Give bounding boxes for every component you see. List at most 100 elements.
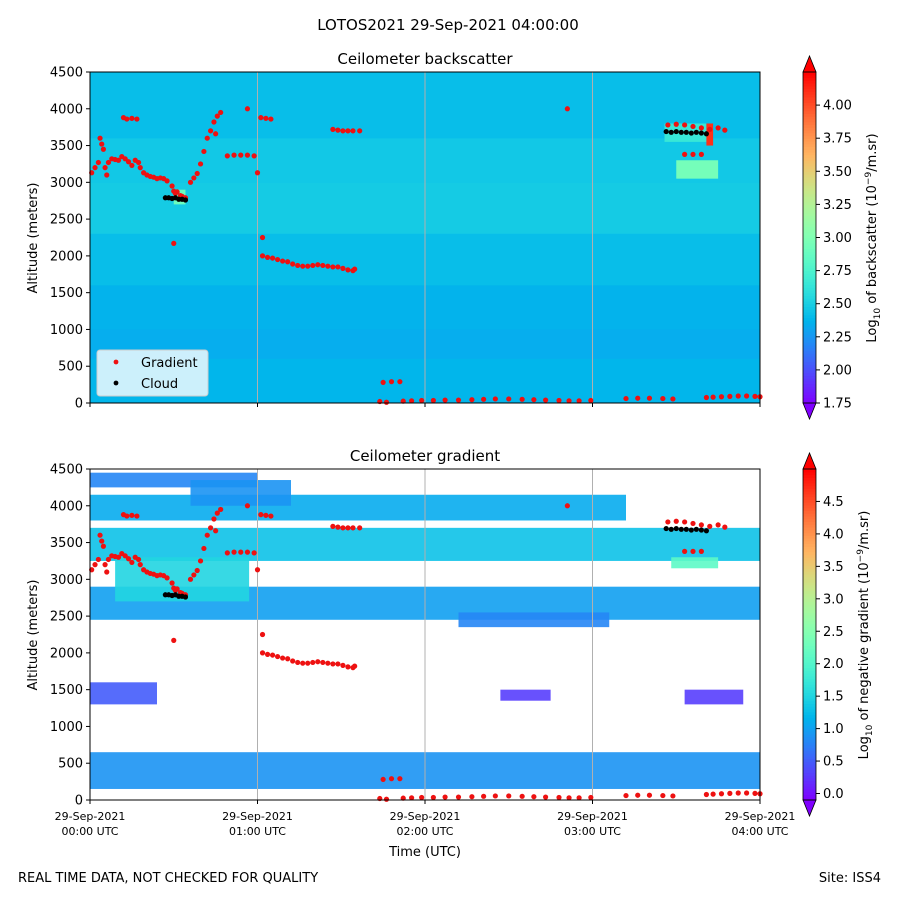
colorbar-segment: [803, 667, 816, 671]
colorbar-segment: [803, 560, 816, 564]
colorbar-segment: [803, 118, 816, 123]
colorbar-segment: [803, 298, 816, 302]
colorbar-segment: [803, 496, 816, 500]
colorbar-segment: [803, 631, 816, 636]
colorbar-segment: [803, 477, 816, 481]
gradient-point: [722, 524, 728, 530]
gradient-point: [214, 113, 220, 119]
gradient-ylabel: Altitude (meters): [26, 580, 41, 691]
gradient-point: [115, 554, 122, 560]
colorbar-segment: [803, 397, 816, 401]
gradient-point: [129, 559, 135, 566]
colorbar-tick-label: 2.75: [823, 264, 852, 279]
colorbar-segment: [803, 265, 816, 269]
gradient-point: [95, 159, 101, 166]
colorbar-segment: [803, 339, 816, 343]
colorbar-segment: [803, 212, 816, 217]
gradient-point: [122, 553, 128, 559]
cloud-point: [698, 527, 704, 533]
backscatter-panel: Ceilometer backscatter 0 500 1000 1500 2000 2…: [26, 50, 883, 421]
colorbar-segment: [803, 502, 816, 506]
gradient-point: [320, 262, 326, 269]
colorbar-segment: [803, 642, 816, 647]
colorbar-segment: [803, 562, 816, 567]
colorbar-segment: [803, 378, 816, 382]
gradient-point: [455, 397, 462, 403]
cloud-point: [663, 128, 669, 135]
colorbar-segment: [803, 681, 816, 685]
gradient-point: [325, 263, 331, 269]
gradient-point: [104, 569, 110, 575]
gradient-point: [442, 397, 448, 403]
colorbar-tick-label: 3.0: [823, 592, 844, 607]
colorbar-segment: [803, 182, 816, 186]
gradient-point: [135, 159, 142, 166]
gradient-point: [357, 128, 363, 134]
gradient-point: [380, 776, 386, 783]
gradient-point: [264, 254, 271, 260]
colorbar-segment: [803, 138, 816, 142]
gradient-point: [310, 262, 316, 269]
colorbar-segment: [803, 637, 816, 641]
gradient-point: [231, 549, 237, 555]
gradient-point: [703, 791, 710, 798]
colorbar-segment: [803, 753, 816, 757]
gradient-field-band: [500, 689, 551, 701]
cloud-point: [698, 130, 704, 136]
gradient-point: [129, 512, 135, 518]
gradient-point: [238, 152, 244, 158]
colorbar-segment: [803, 96, 816, 101]
colorbar-segment: [803, 747, 816, 751]
colorbar-segment: [803, 215, 816, 219]
gradient-point: [213, 131, 219, 137]
gradient-point: [566, 795, 572, 801]
colorbar-tick-label: 3.00: [823, 231, 852, 246]
cloud-point: [182, 197, 189, 203]
colorbar-segment: [803, 105, 816, 109]
gradient-point: [682, 548, 688, 554]
colorbar-segment: [803, 532, 816, 536]
colorbar-segment: [803, 548, 816, 553]
colorbar-segment: [803, 193, 816, 197]
gradient-y-ticks: 0 500 1000 1500 2000 2500 3000 3500 4000 4500: [50, 463, 90, 809]
gradient-point: [588, 794, 594, 801]
colorbar-segment: [803, 372, 816, 377]
gradient-point: [744, 393, 750, 399]
gradient-point: [197, 558, 204, 564]
gradient-point: [397, 379, 403, 385]
colorbar-segment: [803, 664, 816, 669]
colorbar-tick-label: 3.25: [823, 198, 852, 213]
gradient-title: Ceilometer gradient: [350, 447, 500, 465]
backscatter-field-patch: [706, 123, 714, 146]
gradient-point: [388, 379, 395, 385]
colorbar-segment: [803, 287, 816, 291]
colorbar-segment: [803, 278, 816, 283]
colorbar-segment: [803, 386, 816, 390]
gradient-point: [340, 265, 346, 271]
colorbar-segment: [803, 143, 816, 148]
colorbar-tick-label: 3.50: [823, 165, 852, 180]
gradient-point: [419, 397, 425, 404]
gradient-point: [124, 513, 130, 519]
gradient-point: [673, 518, 679, 524]
colorbar-segment: [803, 469, 816, 473]
colorbar-segment: [803, 218, 816, 222]
colorbar-segment: [803, 292, 816, 297]
y-tick-label: 1000: [50, 323, 83, 338]
colorbar-segment: [803, 311, 816, 316]
colorbar-segment: [803, 758, 816, 762]
colorbar-segment: [803, 204, 816, 208]
colorbar-segment: [803, 345, 816, 349]
gradient-point: [218, 506, 224, 513]
colorbar-segment: [803, 174, 816, 178]
colorbar-segment: [803, 540, 816, 545]
gradient-point: [129, 115, 135, 121]
x-tick-date-label: 29-Sep-2021: [725, 810, 796, 823]
colorbar-segment: [803, 780, 816, 785]
gradient-point: [442, 794, 448, 800]
colorbar-segment: [803, 598, 816, 602]
gradient-point: [124, 116, 130, 122]
colorbar-segment: [803, 74, 816, 79]
colorbar-segment: [803, 380, 816, 385]
colorbar-segment: [803, 248, 816, 252]
